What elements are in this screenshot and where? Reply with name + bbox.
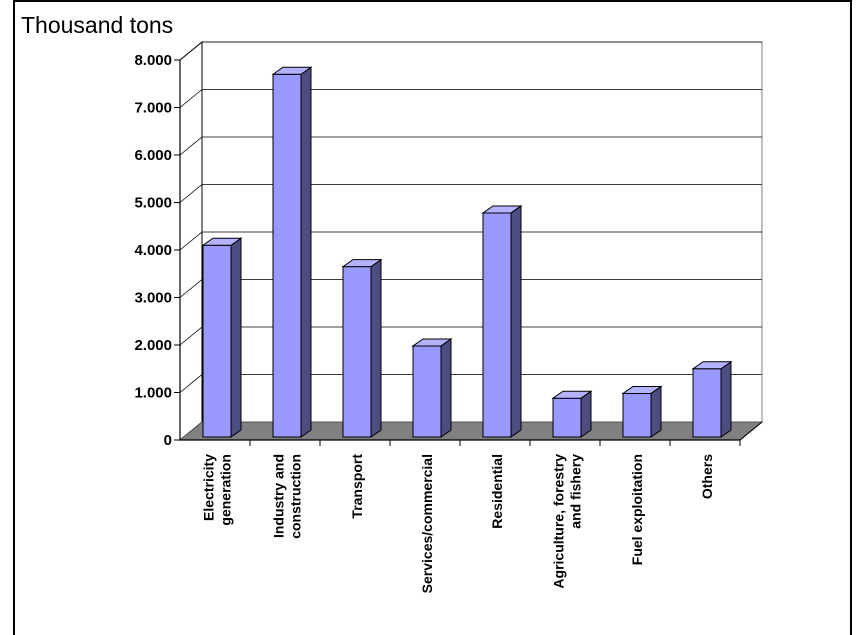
chart-floor: [178, 421, 764, 441]
x-category-label: Services/commercial: [419, 454, 435, 593]
x-category-label: Others: [699, 454, 715, 499]
x-category-label: generation: [218, 454, 234, 526]
bar-front: [272, 73, 302, 438]
gridline: [179, 279, 762, 298]
gridline: [179, 231, 762, 251]
bar-front: [622, 392, 652, 438]
x-category-label: construction: [288, 454, 304, 539]
x-category-label: Residential: [489, 454, 505, 529]
y-tick-label: 3.000: [134, 290, 172, 307]
bar-top: [271, 66, 313, 75]
y-tick-label: 4.000: [134, 242, 172, 259]
x-category-label: and fishery: [568, 454, 584, 529]
x-category-label: Fuel exploitation: [629, 454, 645, 565]
bar-front: [202, 244, 232, 438]
bar-front: [692, 368, 722, 438]
floor-edge: [739, 421, 763, 441]
y-tick-label: 5.000: [134, 195, 172, 212]
gridline: [179, 136, 762, 156]
gridline: [179, 326, 762, 346]
bar-front: [552, 397, 582, 438]
bar-side: [720, 360, 732, 438]
gridline: [179, 374, 762, 393]
bar-top: [481, 205, 523, 214]
y-tick-label: 8.000: [134, 52, 172, 69]
y-tick-label: 2.000: [134, 337, 172, 354]
bar-top: [201, 237, 243, 246]
bar-front: [482, 212, 512, 438]
x-category-label: Electricity: [201, 454, 217, 521]
bar-top: [691, 361, 733, 370]
bar-top: [341, 259, 383, 268]
bar-front: [412, 345, 442, 438]
gridline: [179, 41, 762, 61]
bar-side: [440, 337, 452, 438]
bar-top: [411, 338, 453, 347]
x-category-label: Transport: [349, 454, 365, 519]
chart-frame: [13, 0, 852, 635]
bar-side: [370, 258, 382, 438]
y-tick-label: 0: [164, 432, 172, 449]
y-axis-unit-label: Thousand tons: [21, 12, 174, 38]
bar-side: [650, 385, 662, 438]
x-category-label: Agriculture, forestry: [551, 454, 567, 589]
bar-side: [300, 66, 312, 438]
y-tick-label: 1.000: [134, 385, 172, 402]
y-tick-label: 7.000: [134, 100, 172, 117]
bar-top: [551, 390, 593, 399]
bar-side: [230, 237, 242, 438]
gridline: [179, 184, 762, 203]
gridline: [179, 89, 762, 108]
y-tick-label: 6.000: [134, 147, 172, 164]
bar-side: [510, 204, 522, 438]
bar-side: [580, 390, 592, 438]
bar-front: [342, 266, 372, 438]
bar-top: [621, 385, 663, 394]
x-category-label: Industry and: [271, 454, 287, 538]
